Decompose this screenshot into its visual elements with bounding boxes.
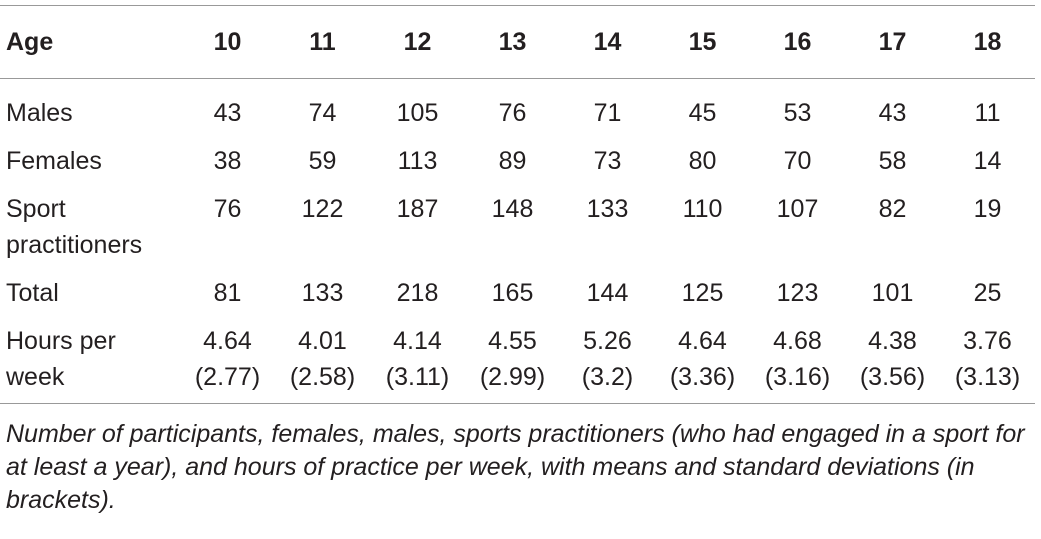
table-cell: 81 [213, 279, 242, 307]
table-cell: 19 [973, 195, 1002, 223]
table-cell: 74 [308, 99, 337, 127]
sd-value: (3.13) [954, 363, 1021, 391]
header-cell: 18 [973, 28, 1002, 56]
table-cell: 4.64 (3.36) [655, 311, 750, 404]
mean-value: 4.55 [488, 327, 537, 355]
table-cell: 113 [397, 147, 438, 175]
table-cell: 110 [682, 195, 723, 223]
table-cell: 43 [878, 99, 907, 127]
mean-value: 4.64 [203, 327, 252, 355]
table-cell: 71 [593, 99, 622, 127]
table-cell: 43 [213, 99, 242, 127]
table-cell: 76 [213, 195, 242, 223]
row-label: Females [6, 147, 102, 175]
header-cell: 11 [309, 28, 336, 56]
mean-value: 4.01 [298, 327, 347, 355]
table-cell: 5.26 (3.2) [560, 311, 655, 404]
table-row: Total 81 133 218 165 144 125 123 101 25 [0, 263, 1035, 311]
mean-value: 5.26 [583, 327, 632, 355]
table-cell: 3.76 (3.13) [940, 311, 1035, 404]
table-cell: 187 [396, 195, 439, 223]
mean-value: 4.38 [868, 327, 917, 355]
table-cell: 133 [301, 279, 344, 307]
table-cell: 14 [973, 147, 1002, 175]
table-cell: 25 [973, 279, 1002, 307]
header-cell: 12 [403, 28, 432, 56]
table-cell: 89 [498, 147, 527, 175]
table-cell: 4.68 (3.16) [750, 311, 845, 404]
table-cell: 80 [688, 147, 717, 175]
table-row: Males 43 74 105 76 71 45 53 43 11 [0, 79, 1035, 132]
table-figure: Age 10 11 12 13 14 15 16 17 18 Males 43 74 105 76 71 45… [0, 5, 1035, 514]
table-cell: 4.55 (2.99) [465, 311, 560, 404]
table-row: Hours per week 4.64 (2.77) 4.01 (2.58) 4.14 (3… [0, 311, 1035, 404]
sd-value: (2.58) [289, 363, 356, 391]
table-cell: 70 [783, 147, 812, 175]
row-label: Sport practitioners [6, 195, 143, 259]
table-cell: 148 [491, 195, 534, 223]
mean-value: 4.14 [393, 327, 442, 355]
table-cell: 144 [586, 279, 629, 307]
table-cell: 165 [491, 279, 534, 307]
table-cell: 218 [396, 279, 439, 307]
table-header: Age 10 11 12 13 14 15 16 17 18 [0, 5, 1035, 79]
header-cell: 10 [213, 28, 242, 56]
table-cell: 4.14 (3.11) [370, 311, 465, 404]
table-cell: 133 [586, 195, 629, 223]
data-table: Age 10 11 12 13 14 15 16 17 18 Males 43 74 105 76 71 45… [0, 5, 1035, 404]
table-cell: 107 [776, 195, 819, 223]
row-label: Hours per week [6, 327, 116, 391]
table-row: Sport practitioners 76 122 187 148 133 110 107 8… [0, 179, 1035, 263]
table-cell: 105 [396, 99, 439, 127]
header-cell: Age [6, 28, 54, 56]
sd-value: (3.11) [385, 363, 450, 391]
header-cell: 14 [593, 28, 622, 56]
table-cell: 53 [783, 99, 812, 127]
row-label: Total [6, 279, 59, 307]
table-row: Females 38 59 113 89 73 80 70 58 14 [0, 131, 1035, 179]
table-cell: 58 [878, 147, 907, 175]
sd-value: (2.77) [194, 363, 261, 391]
table-cell: 59 [308, 147, 337, 175]
mean-value: 3.76 [963, 327, 1012, 355]
mean-value: 4.64 [678, 327, 727, 355]
header-cell: 17 [878, 28, 907, 56]
sd-value: (3.16) [764, 363, 831, 391]
table-cell: 4.64 (2.77) [180, 311, 275, 404]
table-cell: 76 [498, 99, 527, 127]
table-body: Males 43 74 105 76 71 45 53 43 11 Females 38 59 113 89… [0, 79, 1035, 404]
table-cell: 38 [213, 147, 242, 175]
sd-value: (3.36) [669, 363, 736, 391]
table-cell: 125 [681, 279, 724, 307]
table-cell: 73 [593, 147, 622, 175]
mean-value: 4.68 [773, 327, 822, 355]
sd-value: (3.2) [581, 363, 634, 391]
table-cell: 4.01 (2.58) [275, 311, 370, 404]
header-cell: 13 [498, 28, 527, 56]
table-cell: 123 [776, 279, 819, 307]
header-cell: 15 [688, 28, 717, 56]
table-cell: 101 [871, 279, 914, 307]
row-label: Males [6, 99, 73, 127]
table-cell: 122 [301, 195, 344, 223]
table-cell: 4.38 (3.56) [845, 311, 940, 404]
table-cell: 82 [878, 195, 907, 223]
sd-value: (2.99) [479, 363, 546, 391]
table-cell: 45 [688, 99, 717, 127]
header-cell: 16 [783, 28, 812, 56]
table-cell: 11 [974, 99, 1001, 127]
table-caption: Number of participants, females, males, … [6, 420, 1025, 514]
sd-value: (3.56) [859, 363, 926, 391]
